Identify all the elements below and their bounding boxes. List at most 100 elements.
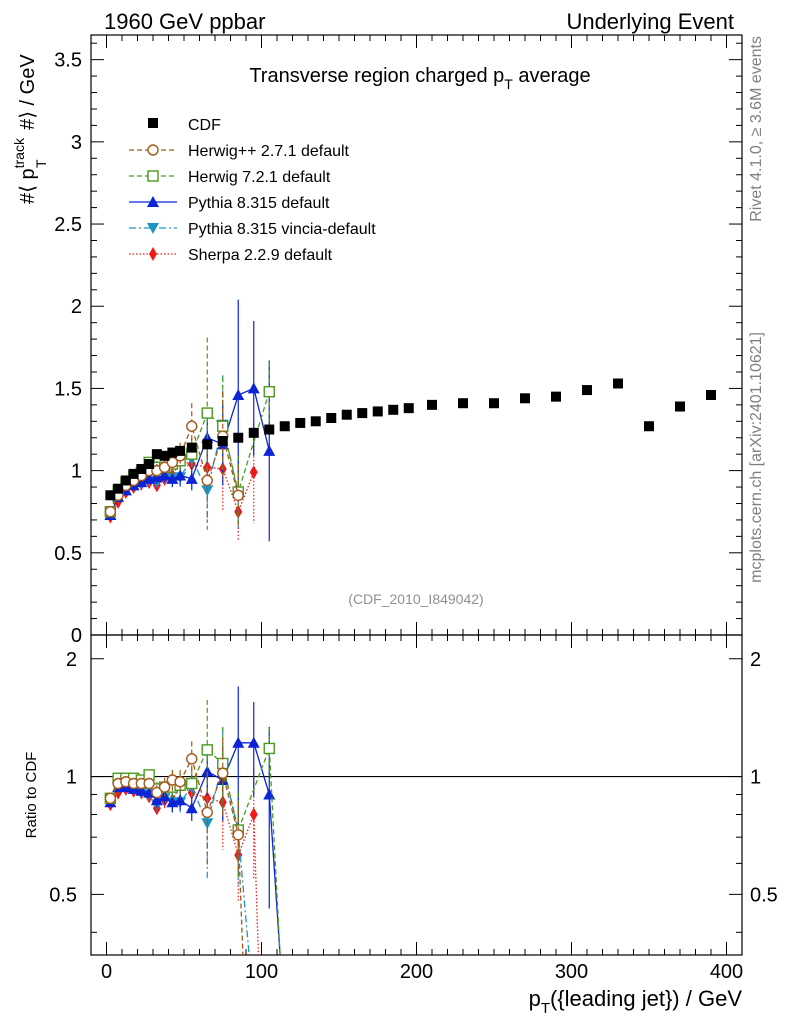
legend-marker-cdf	[148, 118, 158, 128]
data-point	[150, 794, 163, 806]
analysis-id: (CDF_2010_I849042)	[348, 591, 483, 607]
legend-label-cdf: CDF	[188, 117, 221, 134]
data-point	[175, 445, 186, 456]
data-point	[263, 742, 275, 755]
data-point	[201, 806, 213, 819]
data-point	[613, 378, 623, 389]
data-point	[372, 406, 383, 417]
y-axis-label-sup: track	[11, 137, 27, 168]
ratio-y-axis-label: Ratio to CDF	[23, 752, 40, 839]
legend-label-herwig7: Herwig 7.2.1 default	[188, 169, 331, 186]
data-point	[136, 463, 147, 474]
legend-label-pythia: Pythia 8.315 default	[188, 195, 330, 212]
main-ytick-label: 1	[71, 461, 82, 483]
data-point	[295, 417, 306, 428]
x-axis-label-a: p	[529, 986, 541, 1011]
header-right: Underlying Event	[566, 9, 734, 34]
legend-label-herwigpp: Herwig++ 2.7.1 default	[188, 143, 350, 160]
data-point	[232, 829, 244, 841]
data-point	[232, 736, 245, 748]
data-point	[341, 409, 352, 420]
data-point	[233, 432, 244, 443]
data-point	[217, 767, 229, 779]
data-point	[135, 476, 148, 488]
data-point	[186, 777, 198, 790]
y-axis-label: #⟨ ptrack T #⟩ / GeV	[11, 54, 49, 204]
data-point	[403, 403, 414, 414]
series-line	[109, 784, 260, 956]
data-point	[249, 465, 258, 480]
data-point	[247, 736, 260, 748]
data-point	[217, 436, 228, 447]
legend-marker-sherpa	[149, 247, 157, 261]
data-point	[185, 472, 198, 484]
xtick-label: 300	[555, 961, 588, 983]
data-point	[264, 424, 275, 435]
data-point	[644, 421, 654, 432]
xtick-label: 0	[101, 961, 112, 983]
legend-label-sherpa: Sherpa 2.2.9 default	[188, 247, 333, 264]
data-point	[706, 390, 716, 400]
data-point	[158, 781, 171, 793]
main-ytick-label: 3	[71, 132, 82, 154]
data-point	[151, 449, 162, 460]
data-point	[151, 786, 163, 799]
legend-marker-herwigpp	[147, 144, 159, 156]
data-point	[104, 792, 117, 804]
legend-marker-vincia	[147, 223, 159, 234]
data-point	[113, 483, 124, 494]
data-point	[104, 506, 117, 518]
main-ytick-label: 1.5	[54, 378, 82, 400]
series-pythia-8-315-default	[104, 299, 276, 542]
legend-entry-pythia: Pythia 8.315 default	[129, 195, 330, 212]
plot-title-sub: T	[504, 76, 513, 92]
ratio-ytick-label-right: 2	[750, 649, 761, 671]
data-point	[128, 468, 139, 479]
ratio-ytick-label-left: 2	[66, 649, 77, 671]
main-ytick-label: 0.5	[54, 543, 82, 565]
data-point	[310, 416, 321, 427]
legend-entry-herwig7: Herwig 7.2.1 default	[129, 169, 331, 186]
ratio-ytick-label-left: 1	[66, 767, 77, 789]
series-cdf	[105, 378, 716, 501]
data-point	[201, 765, 214, 777]
data-point	[249, 807, 258, 822]
data-point	[551, 391, 561, 402]
side-label-lower: mcplots.cern.ch [arXiv:2401.10621]	[748, 332, 765, 583]
data-point	[166, 472, 179, 484]
y-axis-label-b: #⟩ / GeV	[17, 54, 39, 136]
main-ytick-label: 0	[71, 625, 82, 647]
data-point	[232, 389, 245, 400]
data-point	[201, 744, 213, 756]
data-point	[143, 777, 155, 790]
xtick-label: 400	[710, 961, 743, 983]
plot-title: Transverse region charged pT average	[249, 65, 590, 92]
legend-label-vincia: Pythia 8.315 vincia-default	[188, 221, 376, 238]
data-point	[427, 399, 437, 410]
data-point	[186, 420, 198, 432]
data-point	[247, 382, 260, 394]
data-point	[357, 408, 368, 419]
main-ytick-label: 2	[71, 296, 82, 318]
main-ytick-label: 2.5	[54, 214, 82, 236]
data-point	[174, 794, 187, 806]
data-point	[174, 469, 187, 481]
data-point	[675, 401, 685, 412]
data-point	[201, 474, 213, 487]
data-point	[186, 442, 197, 453]
series-herwig-2-7-1-default	[104, 738, 244, 956]
ratio-plot-area	[104, 686, 281, 956]
data-point	[582, 385, 592, 396]
legend-entry-herwigpp: Herwig++ 2.7.1 default	[129, 143, 350, 160]
axes: 0 0.5 1 1.5 2 2.5 3 3.5 0 100 200 300 400 0.5 0.5 1 1 2 2	[49, 35, 778, 983]
header-left: 1960 GeV ppbar	[104, 9, 265, 34]
ratio-panel-frame	[90, 634, 743, 956]
data-point	[120, 475, 131, 486]
data-point	[186, 753, 198, 765]
data-point	[263, 444, 276, 456]
ratio-ytick-label-left: 0.5	[49, 884, 77, 906]
xtick-label: 200	[400, 961, 433, 983]
xtick-label: 100	[245, 961, 278, 983]
x-axis-label: pT({leading jet}) / GeV	[529, 986, 743, 1017]
